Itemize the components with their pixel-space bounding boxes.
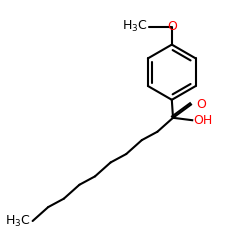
Text: H$_3$C: H$_3$C [122, 19, 148, 34]
Text: O: O [196, 98, 206, 111]
Text: H$_3$C: H$_3$C [5, 214, 31, 228]
Text: OH: OH [194, 114, 213, 127]
Text: O: O [167, 20, 177, 33]
